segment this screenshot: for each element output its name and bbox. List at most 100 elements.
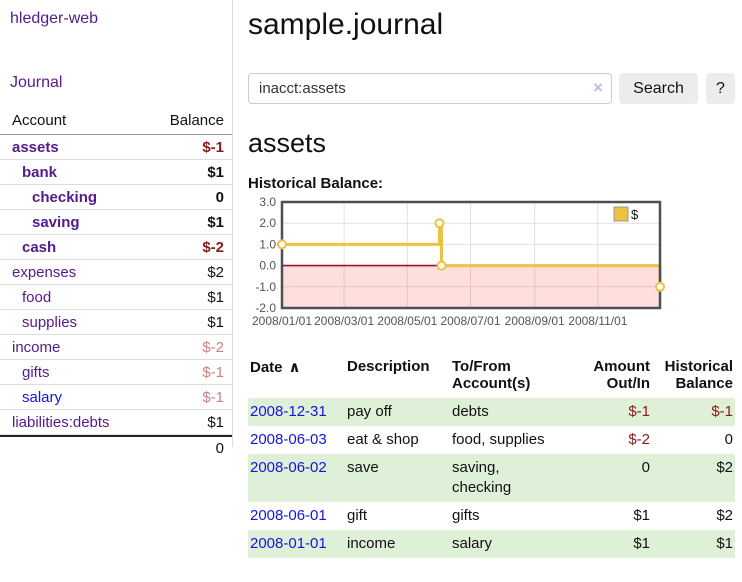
transaction-description: save	[347, 459, 379, 476]
account-link[interactable]: liabilities:debts	[12, 413, 110, 431]
transaction-amount: $1	[633, 535, 650, 552]
register-table: Date ∧ Description To/From Account(s) Amo…	[248, 356, 735, 558]
clear-search-icon[interactable]: ×	[593, 78, 603, 97]
account-balance: $-2	[202, 238, 224, 256]
transaction-description: pay off	[347, 403, 392, 420]
account-balance: $-1	[202, 363, 224, 381]
search-input-wrapper: ×	[248, 73, 612, 104]
account-balance: 0	[215, 188, 224, 206]
app-title-link[interactable]: hledger-web	[10, 10, 99, 27]
y-axis-tick-label: -1.0	[255, 280, 276, 294]
transaction-date-link[interactable]: 2008-01-01	[250, 535, 327, 552]
accounts-total-value: 0	[215, 440, 224, 457]
account-heading: assets	[248, 128, 327, 158]
transaction-accounts: gifts	[452, 507, 480, 524]
account-link[interactable]: cash	[22, 238, 57, 256]
accounts-table: Account Balance assets $-1 bank $1 checking 0…	[0, 108, 232, 461]
transaction-date-link[interactable]: 2008-12-31	[250, 403, 327, 420]
account-row: supplies $1	[0, 310, 232, 335]
account-link[interactable]: supplies	[22, 313, 78, 331]
main-content: sample.journal × Search ? assets Histori…	[248, 0, 735, 558]
transaction-accounts: debts	[452, 403, 489, 420]
y-axis-tick-label: 3.0	[259, 195, 276, 209]
data-point-marker[interactable]	[277, 239, 287, 250]
transaction-description: income	[347, 535, 396, 552]
account-row: cash $-2	[0, 235, 232, 260]
date-column-header[interactable]: Date ∧	[248, 356, 345, 398]
transaction-amount: $-1	[628, 403, 650, 420]
account-balance: $1	[207, 313, 224, 331]
account-balance: $-2	[202, 338, 224, 356]
register-row: 2008-06-02 save saving, checking 0 $2	[248, 454, 735, 502]
x-axis-tick-label: 2008/09/01	[505, 314, 565, 328]
search-input[interactable]	[248, 73, 612, 104]
account-row: bank $1	[0, 160, 232, 185]
data-point-marker[interactable]	[655, 281, 665, 292]
accounts-total-row: 0	[0, 435, 232, 461]
transaction-date-link[interactable]: 2008-06-03	[250, 431, 327, 448]
sort-ascending-icon: ∧	[288, 359, 301, 376]
x-axis-tick-label: 2008/01/01	[252, 314, 312, 328]
negative-region	[282, 265, 660, 308]
account-link[interactable]: checking	[32, 188, 98, 206]
plot-border	[280, 200, 662, 310]
account-balance: $2	[207, 263, 224, 281]
account-link[interactable]: assets	[12, 138, 59, 156]
transaction-accounts: saving, checking	[452, 459, 512, 496]
help-button[interactable]: ?	[706, 73, 735, 104]
account-row: assets $-1	[0, 135, 232, 160]
search-form: × Search ?	[248, 73, 735, 104]
accounts-column-header: To/From Account(s)	[452, 358, 531, 392]
chart-title: Historical Balance:	[248, 175, 384, 192]
account-row: liabilities:debts $1	[0, 410, 232, 435]
transaction-date-link[interactable]: 2008-06-02	[250, 459, 327, 476]
balance-column-header-register: Historical Balance	[664, 358, 733, 392]
account-row: salary $-1	[0, 385, 232, 410]
account-column-header: Account	[12, 112, 67, 129]
x-axis-tick-label: 2008/03/01	[314, 314, 374, 328]
sidebar-item-journal[interactable]: Journal	[10, 74, 63, 91]
transaction-date-link[interactable]: 2008-06-01	[250, 507, 327, 524]
register-row: 2008-12-31 pay off debts $-1 $-1	[248, 398, 735, 426]
account-balance: $1	[207, 288, 224, 306]
account-row: checking 0	[0, 185, 232, 210]
register-row: 2008-06-03 eat & shop food, supplies $-2 0	[248, 426, 735, 454]
account-link[interactable]: income	[12, 338, 61, 356]
legend-swatch	[613, 206, 629, 222]
balance-column-header: Balance	[169, 112, 224, 129]
search-button[interactable]: Search	[619, 73, 698, 104]
description-column-header: Description	[347, 358, 430, 375]
account-link[interactable]: expenses	[12, 263, 77, 281]
transaction-description: gift	[347, 507, 368, 524]
date-header-label: Date	[250, 359, 283, 376]
account-balance: $1	[207, 213, 224, 231]
data-point-marker[interactable]	[434, 218, 445, 229]
account-link[interactable]: saving	[32, 213, 80, 231]
historical-balance-chart: $3.0 2.0 1.0 0.0 -1.0 -2.0 2008/01/01 2008/03/0…	[248, 195, 678, 330]
account-balance: $-1	[202, 138, 224, 156]
data-point-marker[interactable]	[436, 260, 447, 271]
account-link[interactable]: food	[22, 288, 52, 306]
account-row: saving $1	[0, 210, 232, 235]
x-axis-tick-label: 2008/07/01	[440, 314, 500, 328]
account-row: income $-2	[0, 335, 232, 360]
accounts-table-body: assets $-1 bank $1 checking 0 saving $1 cash $-2 e…	[0, 135, 232, 435]
account-link[interactable]: gifts	[22, 363, 50, 381]
account-link[interactable]: bank	[22, 163, 58, 181]
transaction-amount: $1	[633, 507, 650, 524]
transaction-description: eat & shop	[347, 431, 419, 448]
y-axis-tick-label: 2.0	[259, 216, 276, 230]
y-axis-tick-label: 1.0	[259, 237, 276, 251]
account-row: food $1	[0, 285, 232, 310]
transaction-balance: $-1	[711, 403, 733, 420]
register-header-row: Date ∧ Description To/From Account(s) Amo…	[248, 356, 735, 398]
transaction-amount: 0	[641, 459, 650, 476]
x-axis-tick-label: 2008/11/01	[568, 314, 627, 328]
accounts-table-header: Account Balance	[0, 108, 232, 135]
sidebar: hledger-web Journal Account Balance asse…	[0, 0, 233, 457]
register-row: 2008-06-01 gift gifts $1 $2	[248, 502, 735, 530]
account-link[interactable]: salary	[22, 388, 63, 406]
amount-column-header: Amount Out/In	[593, 358, 650, 392]
register-row: 2008-01-01 income salary $1 $1	[248, 530, 735, 558]
